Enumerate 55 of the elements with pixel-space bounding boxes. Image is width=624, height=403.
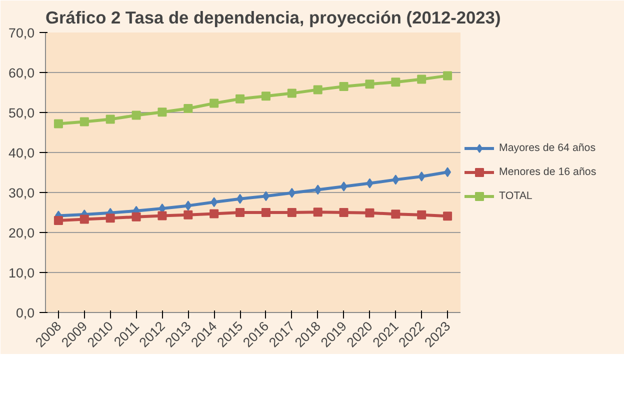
point: [287, 208, 296, 217]
point: [313, 85, 322, 94]
y-tick-label: 20,0: [8, 226, 35, 240]
point: [339, 208, 348, 217]
point: [236, 194, 244, 204]
point: [339, 82, 348, 91]
point: [392, 174, 400, 185]
y-tick-label: 50,0: [8, 106, 35, 120]
point: [184, 104, 193, 113]
point: [262, 191, 270, 202]
point: [287, 88, 296, 98]
legend-label: Menores de 16 años: [499, 166, 596, 178]
point: [443, 212, 452, 221]
point: [132, 110, 141, 120]
point: [314, 184, 322, 195]
point: [80, 117, 89, 126]
point: [443, 71, 452, 80]
legend-label: TOTAL: [499, 190, 532, 202]
point: [132, 212, 141, 222]
y-tick-label: 30,0: [8, 186, 35, 200]
point: [236, 208, 245, 217]
point: [54, 119, 63, 128]
point: [210, 209, 219, 218]
y-tick-label: 0,0: [16, 306, 35, 320]
point: [158, 108, 167, 117]
point: [106, 214, 115, 223]
chart-title: Gráfico 2 Tasa de dependencia, proyección (2012-2023): [46, 8, 501, 28]
point: [288, 188, 296, 198]
point: [365, 208, 374, 218]
point: [261, 92, 270, 101]
point: [313, 208, 322, 217]
point: [391, 210, 400, 219]
point: [236, 94, 245, 104]
point: [184, 200, 192, 211]
point: [210, 98, 219, 108]
point: [80, 214, 89, 224]
y-tick-label: 10,0: [8, 266, 35, 280]
point: [444, 167, 452, 178]
point: [340, 182, 348, 192]
point: [54, 216, 63, 225]
point: [210, 197, 218, 208]
point: [365, 80, 374, 89]
point: [106, 114, 115, 124]
point: [158, 211, 167, 220]
legend-label: Mayores de 64 años: [499, 142, 596, 154]
point: [417, 210, 426, 220]
point: [418, 172, 426, 182]
y-tick-label: 70,0: [8, 26, 35, 40]
point: [391, 78, 400, 87]
y-tick-label: 40,0: [8, 146, 35, 160]
point: [366, 178, 374, 188]
point: [261, 208, 270, 217]
y-tick-label: 60,0: [8, 66, 35, 80]
point: [417, 74, 426, 84]
point: [184, 210, 193, 220]
